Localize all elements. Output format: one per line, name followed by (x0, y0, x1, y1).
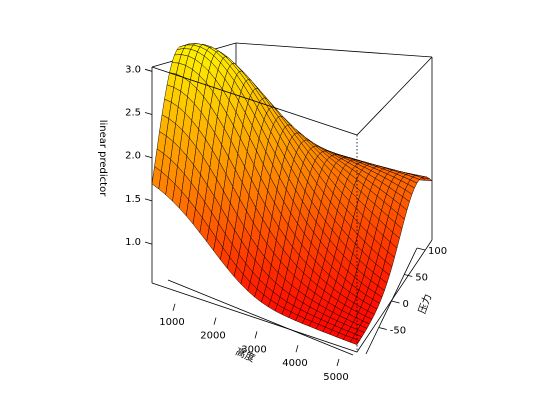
y-tick (404, 274, 413, 277)
x-tick-label: 3000 (241, 344, 266, 355)
y-axis-label: 压力 (415, 292, 434, 315)
y-tick (378, 327, 387, 330)
box-top-back-right-edge (235, 42, 433, 58)
z-tick (144, 198, 153, 202)
x-tick (254, 331, 258, 339)
x-axis-line (167, 279, 354, 356)
z-tick (144, 155, 153, 159)
z-tick (144, 241, 153, 245)
x-tick-label: 2000 (200, 331, 225, 342)
x-axis: 1000 2000 3000 4000 5000 (159, 279, 354, 383)
z-tick-label: 1.0 (125, 237, 141, 248)
surface-mesh (151, 43, 433, 345)
y-tick-label: 100 (428, 246, 447, 257)
x-tick-label: 4000 (282, 358, 307, 369)
y-tick-label: -50 (390, 326, 406, 337)
z-tick-label: 2.0 (125, 151, 141, 162)
z-tick-label: 3.0 (125, 64, 141, 75)
x-tick (336, 358, 340, 367)
z-tick-label: 2.5 (125, 108, 141, 119)
box-bottom-front-edges (151, 239, 433, 353)
x-tick (172, 303, 176, 311)
z-tick-label: 1.5 (125, 194, 141, 205)
z-tick (144, 112, 153, 115)
x-tick (295, 345, 299, 353)
x-tick-label: 1000 (159, 317, 184, 328)
y-tick (416, 247, 426, 251)
y-tick (391, 300, 400, 304)
y-tick-label: 0 (403, 299, 409, 310)
surface-facet (349, 337, 360, 345)
y-tick-label: 50 (415, 273, 428, 284)
y-axis: -50 0 50 100 (365, 246, 447, 355)
z-axis-label: linear predictor (97, 120, 108, 198)
bounding-box-front (151, 56, 433, 353)
z-axis: 1.0 1.5 2.0 2.5 3.0 (125, 64, 153, 248)
z-tick (144, 68, 153, 72)
x-tick (213, 317, 217, 325)
x-tick-label: 5000 (323, 372, 348, 383)
